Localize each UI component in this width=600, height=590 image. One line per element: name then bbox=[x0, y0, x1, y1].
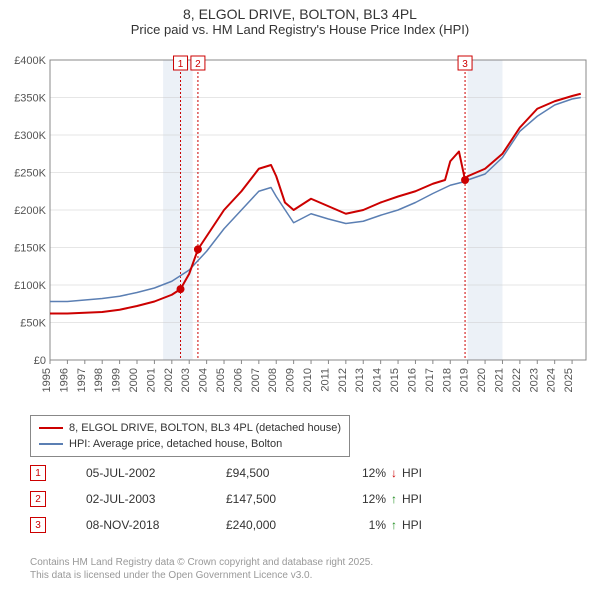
x-tick-label: 2017 bbox=[424, 368, 436, 392]
x-tick-label: 1998 bbox=[93, 368, 105, 392]
marker-price: £240,000 bbox=[226, 518, 346, 532]
x-tick-label: 2022 bbox=[511, 368, 523, 392]
marker-arrow-icon: ↓ bbox=[386, 466, 402, 480]
legend: 8, ELGOL DRIVE, BOLTON, BL3 4PL (detache… bbox=[30, 415, 350, 457]
x-tick-label: 1995 bbox=[41, 368, 53, 392]
footer: Contains HM Land Registry data © Crown c… bbox=[30, 556, 373, 582]
x-tick-label: 2016 bbox=[406, 368, 418, 392]
footer-line1: Contains HM Land Registry data © Crown c… bbox=[30, 556, 373, 569]
x-tick-label: 2018 bbox=[441, 368, 453, 392]
y-tick-label: £0 bbox=[34, 355, 46, 367]
marker-date: 05-JUL-2002 bbox=[86, 466, 226, 480]
title-line2: Price paid vs. HM Land Registry's House … bbox=[0, 22, 600, 37]
marker-label-text: 1 bbox=[178, 59, 184, 70]
y-tick-label: £200K bbox=[14, 205, 46, 217]
legend-swatch bbox=[39, 443, 63, 445]
x-tick-label: 2015 bbox=[389, 368, 401, 392]
x-tick-label: 2024 bbox=[546, 368, 558, 392]
x-tick-label: 2025 bbox=[563, 368, 575, 392]
marker-delta: 12% bbox=[346, 466, 386, 480]
chart: £0 £50K £100K £150K £200K £250K £300K £350K £400… bbox=[8, 50, 590, 405]
x-tick-label: 2013 bbox=[354, 368, 366, 392]
marker-price: £94,500 bbox=[226, 466, 346, 480]
title-block: 8, ELGOL DRIVE, BOLTON, BL3 4PL Price pa… bbox=[0, 0, 600, 39]
x-tick-label: 2006 bbox=[232, 368, 244, 392]
x-tick-label: 2023 bbox=[528, 368, 540, 392]
x-tick-label: 2011 bbox=[319, 368, 331, 392]
marker-row: 2 02-JUL-2003£147,50012%↑HPI bbox=[30, 486, 442, 512]
y-tick-label: £100K bbox=[14, 280, 46, 292]
legend-row: 8, ELGOL DRIVE, BOLTON, BL3 4PL (detache… bbox=[39, 420, 341, 436]
marker-date: 02-JUL-2003 bbox=[86, 492, 226, 506]
y-tick-label: £400K bbox=[14, 55, 46, 67]
legend-row: HPI: Average price, detached house, Bolt… bbox=[39, 436, 341, 452]
x-tick-label: 1997 bbox=[76, 368, 88, 392]
footer-line2: This data is licensed under the Open Gov… bbox=[30, 569, 373, 582]
x-tick-label: 2020 bbox=[476, 368, 488, 392]
x-tick-label: 1999 bbox=[111, 368, 123, 392]
x-tick-label: 1996 bbox=[58, 368, 70, 392]
y-tick-label: £50K bbox=[20, 318, 46, 330]
marker-suffix: HPI bbox=[402, 492, 442, 506]
marker-badge: 1 bbox=[30, 465, 46, 481]
x-tick-label: 2002 bbox=[163, 368, 175, 392]
marker-dot bbox=[194, 245, 202, 253]
x-tick-label: 2005 bbox=[215, 368, 227, 392]
marker-arrow-icon: ↑ bbox=[386, 492, 402, 506]
x-tick-label: 2000 bbox=[128, 368, 140, 392]
marker-label-text: 3 bbox=[462, 59, 468, 70]
x-tick-label: 2021 bbox=[493, 368, 505, 392]
marker-dot bbox=[177, 285, 185, 293]
legend-label: 8, ELGOL DRIVE, BOLTON, BL3 4PL (detache… bbox=[69, 420, 341, 436]
marker-suffix: HPI bbox=[402, 466, 442, 480]
y-tick-label: £150K bbox=[14, 243, 46, 255]
marker-table: 105-JUL-2002£94,50012%↓HPI202-JUL-2003£1… bbox=[30, 460, 442, 538]
legend-label: HPI: Average price, detached house, Bolt… bbox=[69, 436, 282, 452]
y-tick-label: £250K bbox=[14, 168, 46, 180]
marker-price: £147,500 bbox=[226, 492, 346, 506]
marker-row: 3 08-NOV-2018£240,0001%↑HPI bbox=[30, 512, 442, 538]
marker-badge: 3 bbox=[30, 517, 46, 533]
x-tick-label: 2012 bbox=[337, 368, 349, 392]
x-tick-label: 2003 bbox=[180, 368, 192, 392]
x-tick-label: 2010 bbox=[302, 368, 314, 392]
marker-date: 08-NOV-2018 bbox=[86, 518, 226, 532]
x-tick-label: 2009 bbox=[285, 368, 297, 392]
y-tick-label: £350K bbox=[14, 93, 46, 105]
x-tick-label: 2007 bbox=[250, 368, 262, 392]
x-tick-label: 2019 bbox=[459, 368, 471, 392]
chart-container: 8, ELGOL DRIVE, BOLTON, BL3 4PL Price pa… bbox=[0, 0, 600, 590]
x-tick-label: 2004 bbox=[198, 368, 210, 392]
chart-svg: £0 £50K £100K £150K £200K £250K £300K £350K £400… bbox=[8, 50, 590, 405]
marker-dot bbox=[461, 176, 469, 184]
marker-arrow-icon: ↑ bbox=[386, 518, 402, 532]
x-tick-label: 2014 bbox=[372, 368, 384, 392]
marker-badge: 2 bbox=[30, 491, 46, 507]
y-tick-label: £300K bbox=[14, 130, 46, 142]
x-tick-label: 2001 bbox=[145, 368, 157, 392]
marker-label-text: 2 bbox=[195, 59, 201, 70]
marker-row: 1 05-JUL-2002£94,50012%↓HPI bbox=[30, 460, 442, 486]
marker-delta: 12% bbox=[346, 492, 386, 506]
legend-swatch bbox=[39, 427, 63, 429]
x-tick-label: 2008 bbox=[267, 368, 279, 392]
marker-suffix: HPI bbox=[402, 518, 442, 532]
title-line1: 8, ELGOL DRIVE, BOLTON, BL3 4PL bbox=[0, 6, 600, 22]
marker-delta: 1% bbox=[346, 518, 386, 532]
